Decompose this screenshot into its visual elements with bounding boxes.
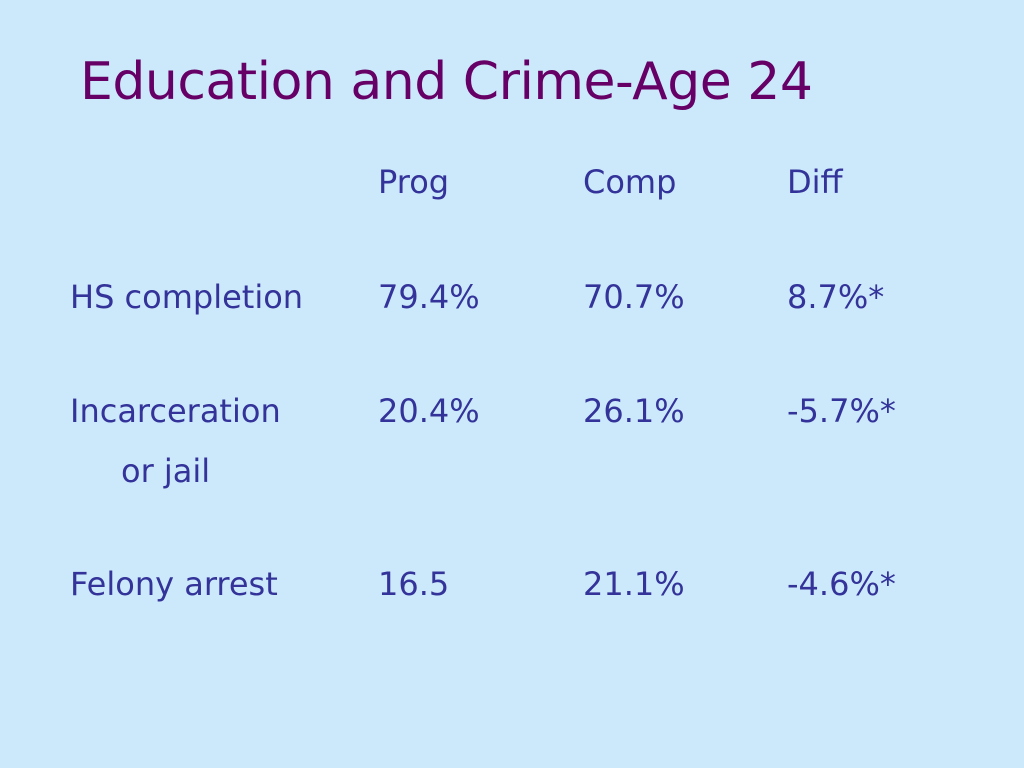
header-prog: Prog bbox=[378, 163, 450, 201]
row-label-felony-arrest: Felony arrest bbox=[70, 565, 278, 603]
row-incarceration-prog: 20.4% bbox=[378, 392, 480, 430]
row-incarceration-comp: 26.1% bbox=[583, 392, 685, 430]
row-hs-completion-prog: 79.4% bbox=[378, 278, 480, 316]
row-incarceration-diff: -5.7%* bbox=[787, 392, 896, 430]
row-felony-arrest-comp: 21.1% bbox=[583, 565, 685, 603]
row-felony-arrest-prog: 16.5 bbox=[378, 565, 450, 603]
row-label-hs-completion: HS completion bbox=[70, 278, 304, 316]
row-hs-completion-comp: 70.7% bbox=[583, 278, 685, 316]
header-diff: Diff bbox=[787, 163, 843, 201]
header-comp: Comp bbox=[583, 163, 677, 201]
row-hs-completion-diff: 8.7%* bbox=[787, 278, 885, 316]
row-label-incarceration: Incarceration bbox=[70, 392, 281, 430]
row-felony-arrest-diff: -4.6%* bbox=[787, 565, 896, 603]
slide-title: Education and Crime-Age 24 bbox=[80, 52, 813, 112]
row-label-incarceration-cont: or jail bbox=[121, 452, 211, 490]
